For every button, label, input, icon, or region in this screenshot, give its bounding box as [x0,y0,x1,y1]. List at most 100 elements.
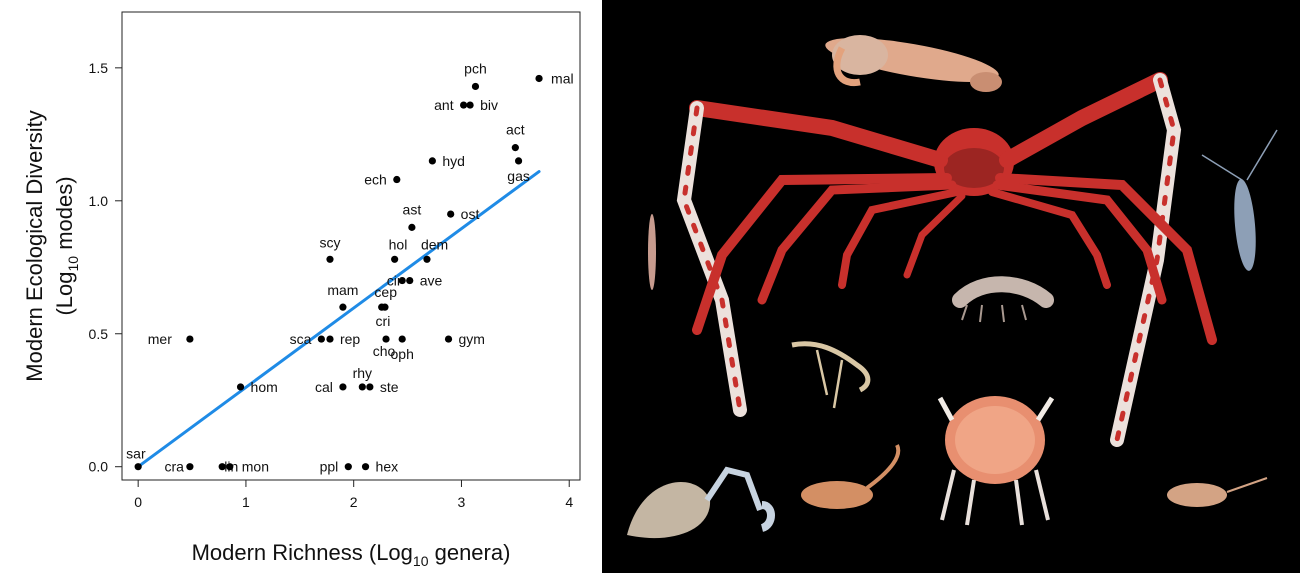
data-label-ost: ost [461,206,480,222]
data-point-scy [326,255,334,263]
y-tick-label: 1.5 [89,60,109,76]
data-point-biv [466,101,474,109]
data-label-sar: sar [126,446,146,462]
data-label-ave: ave [420,273,443,289]
data-label-cal: cal [315,379,333,395]
x-axis-title: Modern Richness (Log10 genera) [192,540,511,569]
data-point-act [511,144,519,152]
data-label-ant: ant [434,97,454,113]
data-label-hom: hom [251,379,278,395]
data-point-ppl [344,463,352,471]
data-label-gym: gym [459,331,485,347]
data-label-mer: mer [148,331,172,347]
shrimp-image [1201,129,1278,271]
data-point-gym [444,335,453,343]
data-label-biv: biv [480,97,498,113]
x-tick-label: 3 [458,494,466,510]
x-axis: 0 1 2 3 4 [134,480,573,510]
data-label-rep: rep [340,331,360,347]
data-label-ast: ast [403,201,422,217]
data-point-cho [382,335,390,343]
data-point-mon [226,463,234,471]
x-axis-title-subscript: 10 [413,553,429,569]
plot-frame [121,11,581,481]
data-point-hol [391,255,399,263]
data-label-ech: ech [364,172,387,188]
data-point-pch [471,82,480,91]
y-axis-title-line1: Modern Ecological Diversity [22,110,47,381]
amphipod-image [952,276,1054,323]
crab-image [937,396,1055,526]
hermit-crab-image [627,466,775,539]
data-label-oph: oph [391,346,414,362]
data-point-rhy [358,383,366,391]
data-label-ste: ste [380,379,399,395]
data-point-hex [361,463,370,471]
data-point-lin [218,463,226,471]
data-point-cra [186,463,194,471]
x-tick-label: 1 [242,494,250,510]
x-tick-label: 2 [350,494,358,510]
spider-crab-image [676,72,1217,447]
data-point-ost [447,210,455,218]
crustacean-illustration [602,0,1300,573]
data-label-hyd: hyd [442,153,465,169]
data-point-mal [535,74,543,83]
data-point-mer [186,335,194,343]
data-point-cal [339,383,347,391]
data-point-cir [398,276,406,285]
y-axis-title-tail: modes) [52,176,77,255]
data-label-hex: hex [376,459,399,475]
mantis-shrimp-image [825,35,1002,92]
data-point-oph [398,335,406,343]
data-label-cri: cri [376,313,391,329]
data-label-mam: mam [327,282,358,298]
y-axis-title-line2: (Log10 modes) [52,176,81,315]
data-label-sca: sca [290,331,312,347]
data-point-rep [326,335,334,343]
data-points: sarcralinmonpplhexmerhomscarepchoophgymc… [126,60,573,474]
x-tick-label: 0 [134,494,142,510]
data-point-ant [460,101,468,109]
data-label-cep: cep [374,284,397,300]
data-label-act: act [506,122,525,138]
regression-line [136,170,541,469]
y-axis: 0.0 0.5 1.0 1.5 [89,60,122,475]
data-point-hom [236,383,245,391]
data-label-cra: cra [164,459,184,475]
data-label-mon: mon [242,459,269,475]
skeleton-shrimp-image [791,341,871,409]
data-point-cri [381,303,389,311]
data-label-pch: pch [464,60,487,76]
data-label-gas: gas [507,168,530,184]
data-point-ech [393,175,401,184]
data-point-ste [366,383,374,391]
data-point-mam [339,303,347,311]
isopod-image [648,214,656,290]
amphipod-2-image [801,444,901,509]
x-axis-title-main: Modern Richness (Log [192,540,413,565]
crustacean-photo-collage [602,0,1300,573]
y-tick-label: 0.0 [89,459,109,475]
data-point-ave [406,276,414,285]
data-label-cir: cir [387,273,402,289]
data-point-hyd [428,157,436,165]
y-tick-label: 0.5 [89,326,109,342]
copepod-image [1167,477,1268,507]
data-point-ast [408,223,416,231]
x-axis-title-tail: genera) [428,540,510,565]
data-label-ppl: ppl [320,459,339,475]
y-axis-title-main: (Log [52,272,77,316]
data-label-dem: dem [421,236,448,252]
x-tick-label: 4 [565,494,573,510]
data-label-cho: cho [373,343,396,359]
data-point-sca [317,335,325,343]
data-point-dem [423,255,431,263]
data-point-sar [134,463,142,471]
y-axis-title-subscript: 10 [65,256,81,272]
y-tick-label: 1.0 [89,193,109,209]
data-label-scy: scy [319,234,340,250]
data-point-gas [514,157,523,165]
data-label-rhy: rhy [353,365,372,381]
